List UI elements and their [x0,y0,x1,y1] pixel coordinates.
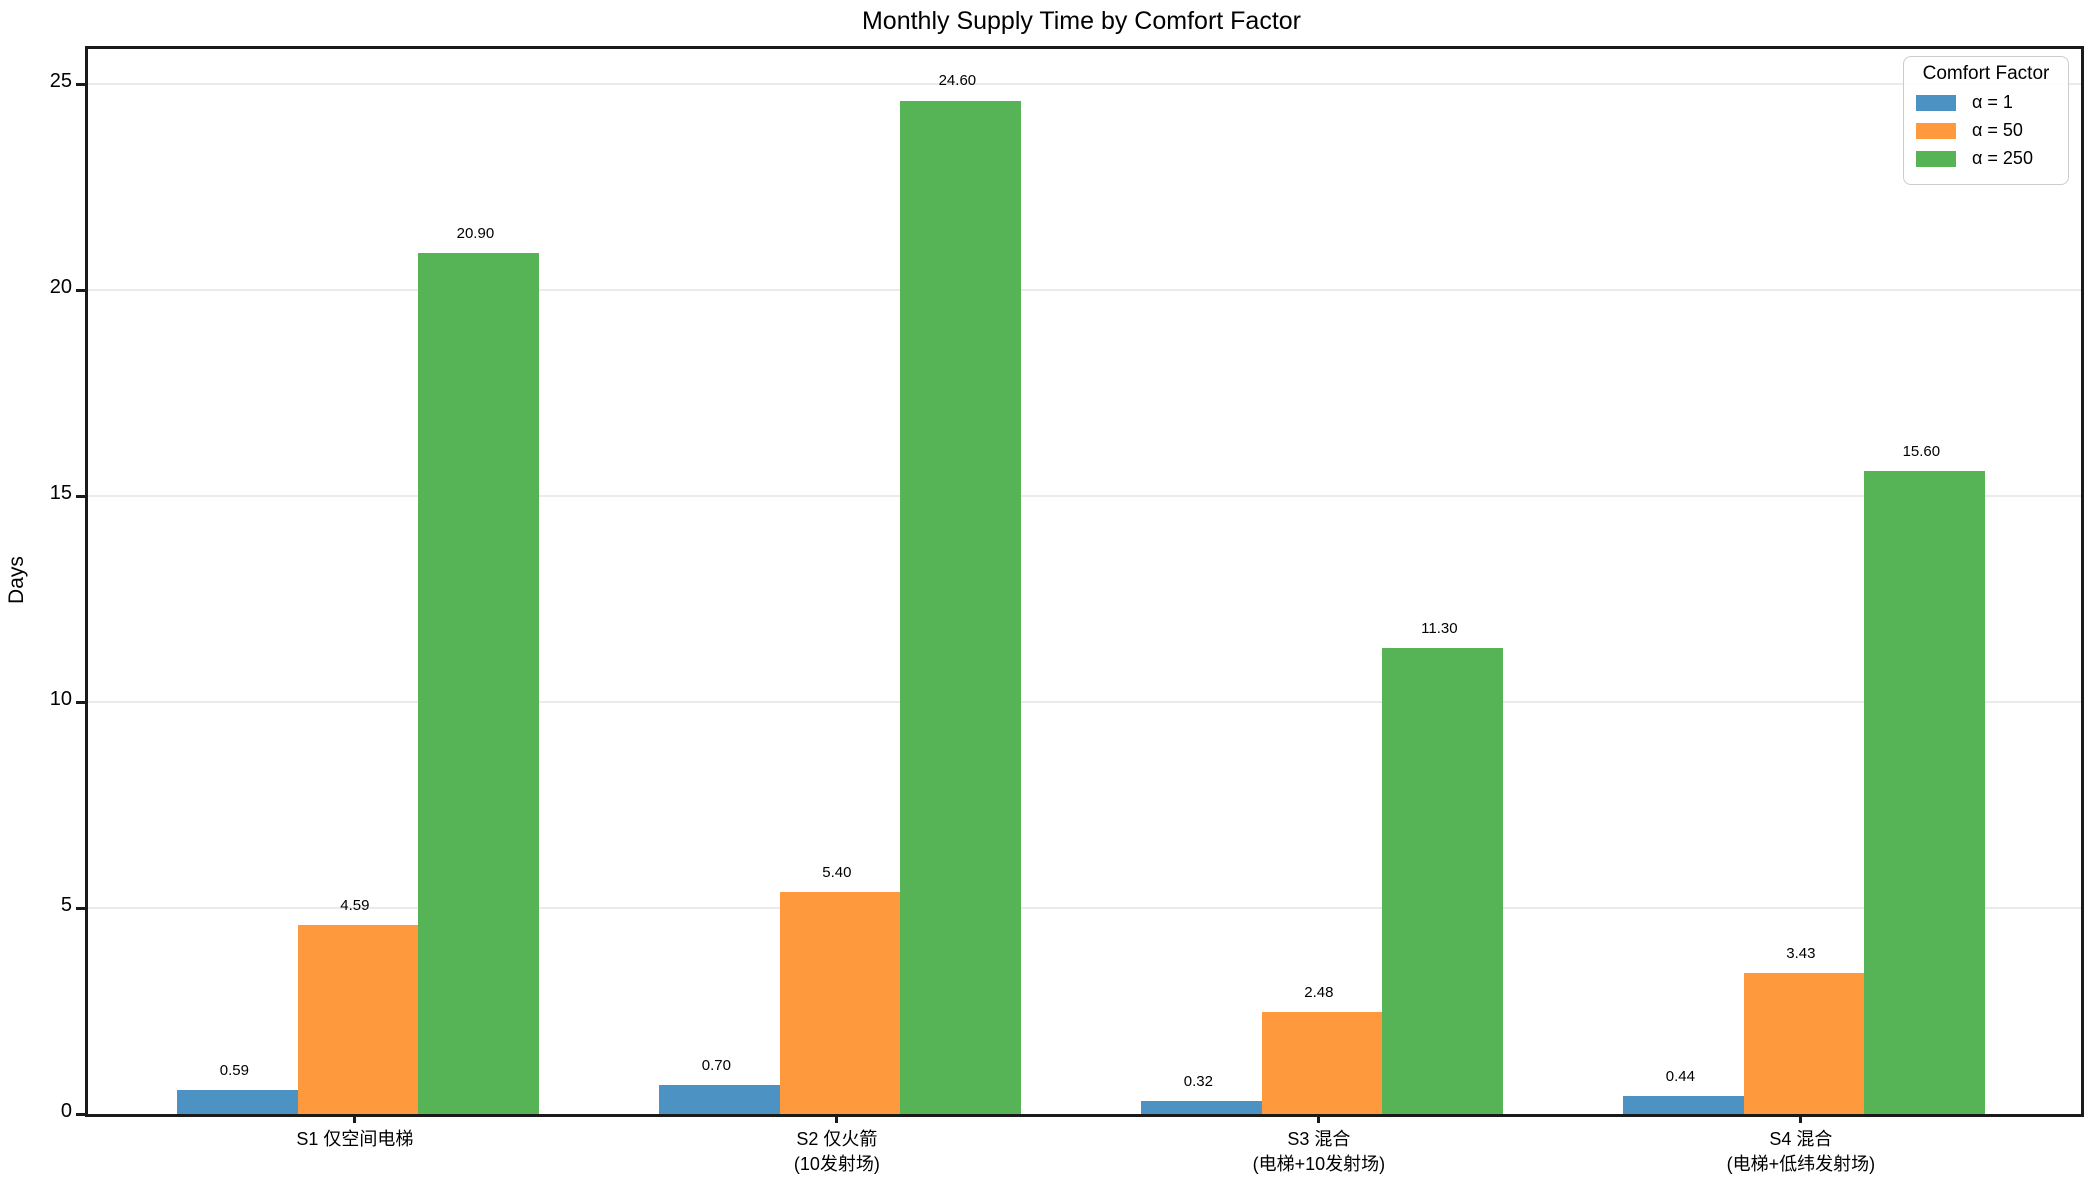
bar-value-label: 0.70 [701,1057,731,1075]
bar-value-label: 20.90 [456,224,495,242]
x-tick-label: S3 混合 (电梯+10发射场) [1109,1127,1529,1177]
legend: Comfort Factor α = 1 α = 50 α = 250 [1903,56,2069,185]
gridline-y-25 [88,83,2081,86]
bar-value-label: 15.60 [1902,443,1941,461]
bar-series-2-group-2 [779,891,901,1114]
x-tick-4 [1799,1114,1803,1123]
y-tick-5 [76,906,85,910]
bar-value-label: 0.44 [1665,1067,1695,1085]
y-tick-label: 10 [49,688,72,710]
y-axis-label: Days [5,556,28,604]
gridline-y-5 [88,907,2081,909]
chart-title: Monthly Supply Time by Comfort Factor [861,7,1302,35]
legend-title: Comfort Factor [1922,63,2050,84]
bar-series-1-group-2 [659,1085,780,1114]
x-tick-label-line: (电梯+10发射场) [1252,1154,1386,1174]
y-tick-20 [76,288,85,292]
legend-entry-3: α = 250 [1916,148,2060,169]
legend-swatch-icon [1916,122,1956,139]
bar-series-2-group-1 [297,924,419,1114]
bar-series-1-group-1 [177,1089,298,1114]
bar-series-3-group-4 [1864,471,1985,1114]
x-tick-1 [353,1114,357,1123]
x-tick-3 [1317,1114,1321,1123]
y-tick-15 [76,494,85,498]
legend-entry-label: α = 50 [1972,120,2023,140]
y-tick-label: 0 [60,1100,72,1122]
legend-swatch-icon [1916,94,1956,111]
bar-series-2-group-3 [1261,1011,1383,1114]
bar-value-label: 3.43 [1786,944,1816,962]
y-tick-10 [76,700,85,704]
x-tick-label-line: S4 混合 [1769,1129,1833,1149]
plot-area [76,46,2084,1117]
x-tick-label-line: S1 仅空间电梯 [296,1129,414,1149]
legend-entry-label: α = 250 [1972,148,2033,168]
bar-series-1-group-3 [1141,1100,1262,1114]
legend-entry-1: α = 1 [1916,92,2060,113]
y-tick-0 [76,1112,85,1116]
bar-value-label: 5.40 [822,863,852,881]
legend-entry-label: α = 1 [1972,92,2013,112]
x-tick-label: S4 混合 (电梯+低纬发射场) [1591,1127,2011,1177]
y-tick-label: 15 [49,482,72,504]
bar-value-label: 2.48 [1304,983,1334,1001]
gridline-y-10 [88,701,2081,703]
x-tick-label-line: (10发射场) [793,1154,880,1174]
x-tick-label-line: (电梯+低纬发射场) [1726,1154,1876,1174]
bar-series-1-group-4 [1623,1095,1744,1114]
y-tick-25 [76,82,85,86]
gridline-y-20 [88,289,2081,291]
bar-value-label: 0.32 [1183,1072,1213,1090]
legend-swatch-icon [1916,150,1956,167]
bar-series-3-group-2 [900,100,1021,1114]
x-tick-label: S2 仅火箭 (10发射场) [627,1127,1047,1177]
x-tick-label: S1 仅空间电梯 [145,1127,565,1152]
bar-series-2-group-4 [1743,972,1865,1114]
bar-value-label: 0.59 [219,1061,249,1079]
bar-series-3-group-1 [418,252,539,1114]
bar-value-label: 4.59 [340,896,370,914]
bar-value-label: 11.30 [1421,620,1458,638]
y-tick-label: 20 [49,276,72,298]
gridline-y-15 [88,495,2081,497]
x-tick-2 [835,1114,839,1123]
bar-series-3-group-3 [1382,648,1503,1114]
legend-rows: α = 1 α = 50 α = 250 [1912,92,2060,169]
y-tick-label: 5 [60,894,72,916]
legend-entry-2: α = 50 [1916,120,2060,141]
x-tick-label-line: S3 混合 [1287,1129,1351,1149]
x-tick-label-line: S2 仅火箭 [796,1129,878,1149]
y-tick-label: 25 [49,70,72,93]
bar-value-label: 24.60 [938,72,977,90]
